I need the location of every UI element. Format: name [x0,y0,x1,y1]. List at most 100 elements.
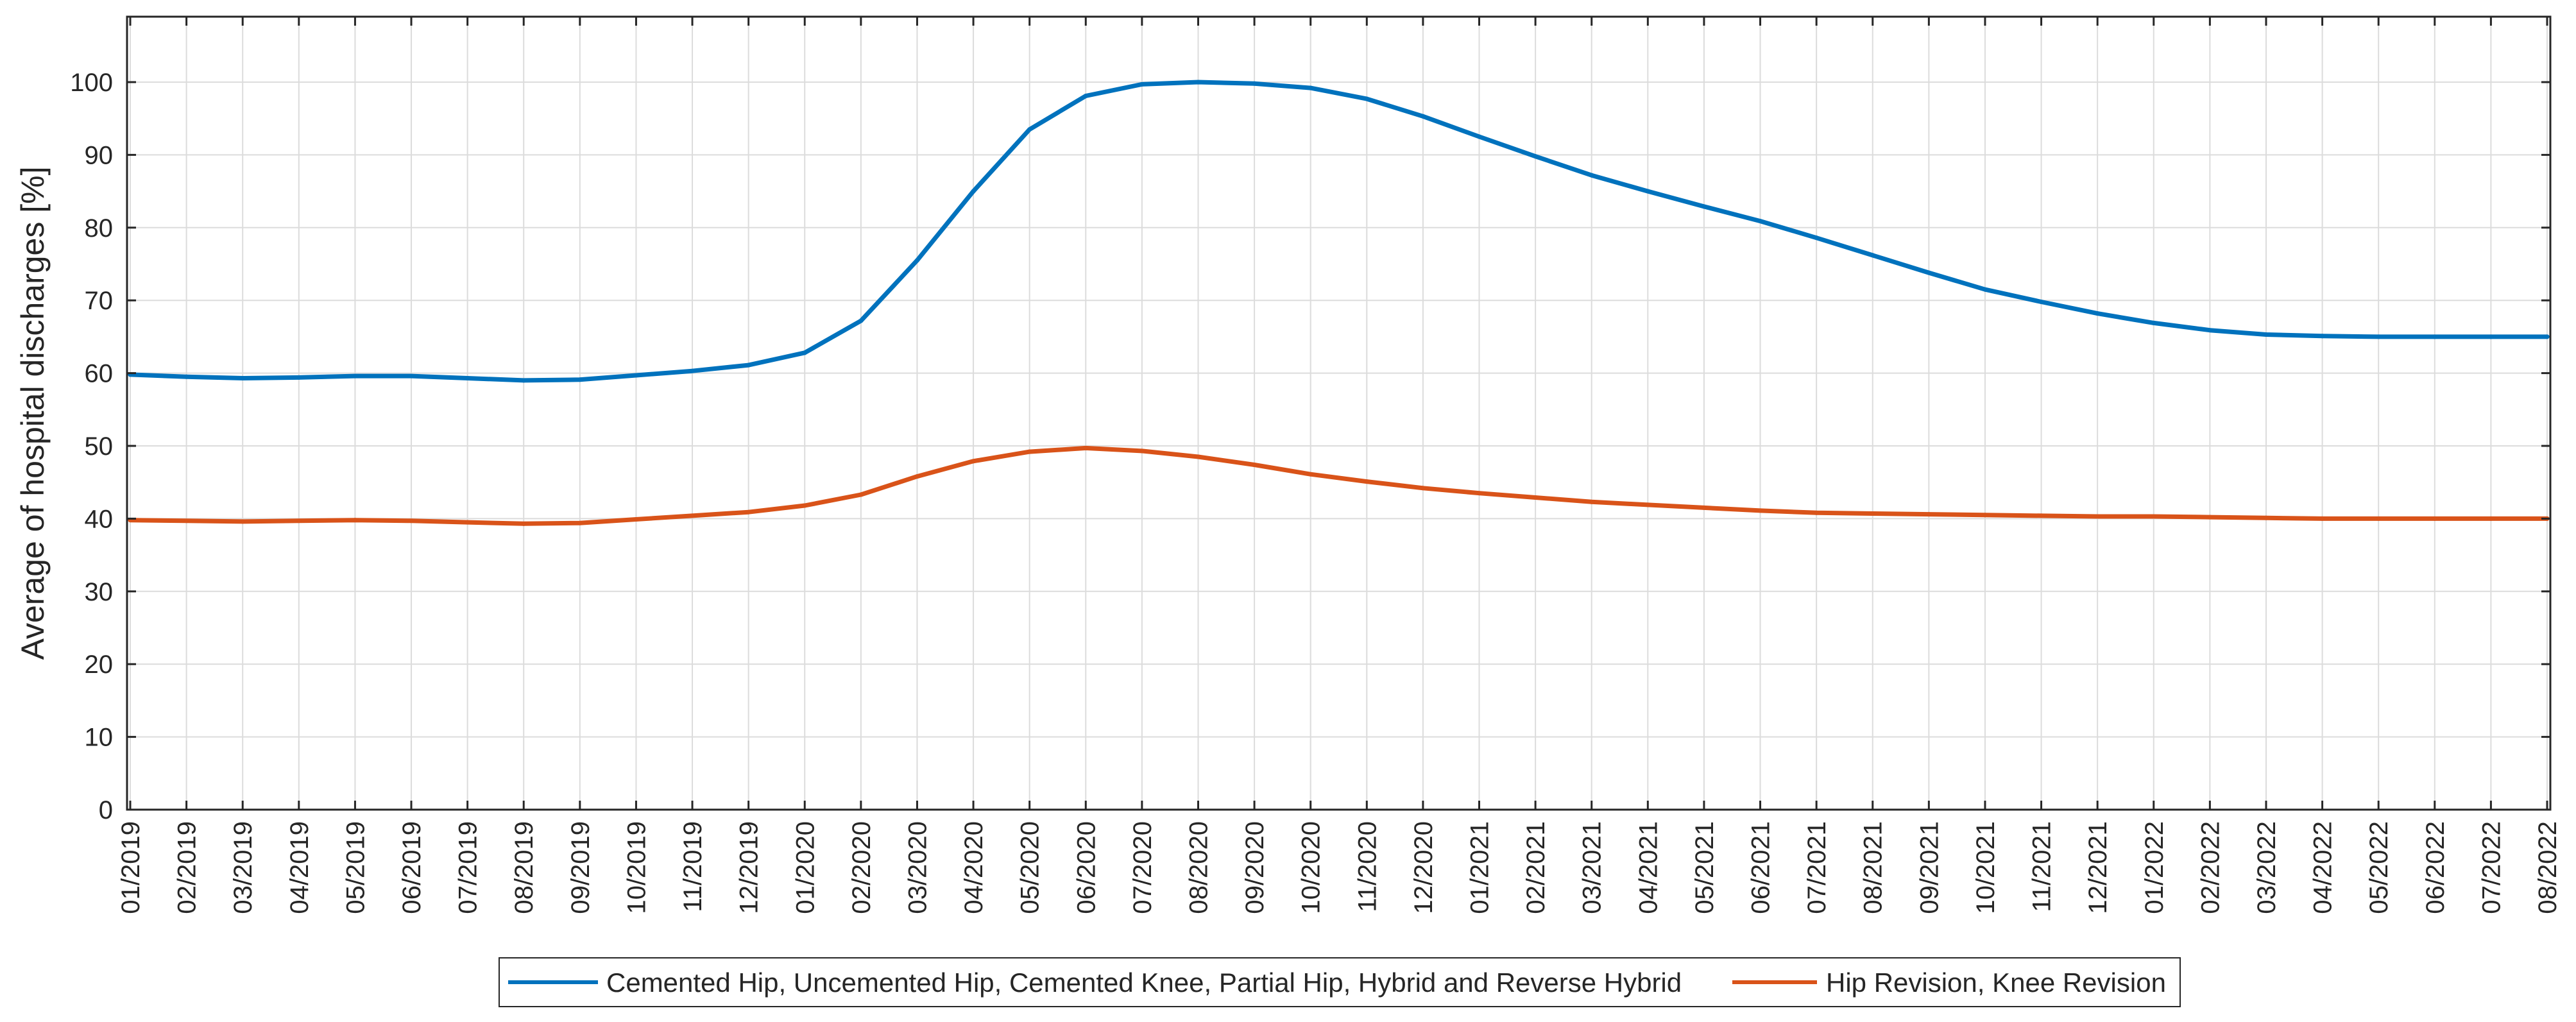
series-2-point [184,518,189,524]
x-tick-label: 06/2020 [1072,821,1100,914]
legend: Cemented Hip, Uncemented Hip, Cemented K… [499,957,2181,1007]
x-tick-label: 01/2020 [791,821,819,914]
x-tick-label: 02/2021 [1522,821,1550,914]
x-tick-label: 11/2020 [1353,821,1381,912]
x-tick-label: 09/2020 [1241,821,1269,914]
series-1-point [746,362,751,368]
series-2-point [240,519,245,524]
series-2-point [1083,445,1088,450]
series-1-point [858,318,864,323]
x-tick-label: 04/2022 [2309,821,2337,914]
series-2-point [1702,505,1707,510]
series-2-point [1027,449,1032,454]
series-1-point [1364,96,1369,101]
series-2-point [1926,512,1931,517]
series-2-point [1308,472,1313,477]
y-tick-label: 0 [99,796,113,824]
x-tick-label: 02/2022 [2196,821,2224,914]
x-tick-label: 01/2021 [1466,821,1494,914]
series-1-point [2320,334,2325,339]
series-1-point [1589,173,1594,178]
x-tick-label: 05/2021 [1691,821,1719,914]
x-tick-label: 09/2019 [567,821,595,914]
axis-ticks [127,17,2550,811]
series-2-point [1195,454,1200,459]
series-2-point [914,474,919,479]
series-1-point [1702,204,1707,209]
series-1-point [296,375,302,380]
series-1-point [1645,189,1650,194]
series-1-point [1139,81,1145,87]
series-2-point [1477,491,1482,496]
x-tick-label: 06/2019 [398,821,426,914]
x-tick-label: 10/2020 [1297,821,1326,914]
x-tick-label: 12/2020 [1410,821,1438,914]
series-1-point [577,377,583,382]
series-1-point [1027,127,1032,132]
x-tick-label: 11/2021 [2028,821,2056,912]
x-tick-label: 11/2019 [679,821,707,912]
x-tick-label: 08/2019 [510,821,538,914]
series-1-point [1083,94,1088,99]
y-tick-labels: 0 10 20 30 40 50 60 70 80 90 100 [70,69,113,824]
x-tick-label: 06/2021 [1747,821,1775,914]
series-1-point [2488,334,2493,339]
series-1-point [1983,287,1988,292]
series-2-point [352,518,357,523]
plot-frame [126,15,2552,811]
x-tick-label: 07/2021 [1803,821,1831,914]
series-1-point [633,373,638,378]
x-tick-label: 03/2020 [903,821,932,914]
x-tick-label: 12/2021 [2084,821,2112,914]
series-1-point [352,373,357,379]
series-2-point [1589,499,1594,504]
x-tick-label: 08/2021 [1859,821,1888,914]
series-1-point [240,376,245,381]
series-1-point [521,378,526,383]
series-2-point [746,509,751,515]
series-1-point [2095,311,2100,316]
series-line-1 [128,80,2550,383]
series-2-point [1870,511,1875,516]
series-2-point [858,492,864,497]
series-2-point [2488,516,2493,521]
x-tick-label: 05/2022 [2365,821,2393,914]
series-1-point [2151,320,2156,325]
y-tick-label: 40 [85,505,114,533]
series-1-point [1758,219,1763,224]
series-2-point [690,513,695,518]
legend-box [499,957,2181,1007]
x-tick-label: 04/2021 [1634,821,1662,914]
series-2-point [2151,514,2156,519]
series-2-point [465,520,470,525]
y-tick-label: 80 [85,214,114,243]
series-1-point [1533,154,1538,159]
x-tick-label: 05/2020 [1016,821,1045,914]
series-2-point [2207,515,2212,520]
series-1-point [465,376,470,381]
x-tick-label: 04/2019 [286,821,314,914]
series-1-point [1195,80,1200,85]
series-1-point [914,258,919,263]
y-tick-label: 100 [70,69,113,97]
x-tick-label: 01/2022 [2140,821,2169,914]
y-tick-label: 20 [85,651,114,679]
series-2-point [2376,516,2381,521]
series-1-point [184,374,189,379]
legend-label-series-2: Hip Revision, Knee Revision [1826,967,2166,998]
y-tick-label: 30 [85,578,114,606]
x-tick-label: 03/2019 [229,821,257,914]
series-1-point [409,373,414,379]
x-tick-label: 09/2021 [1915,821,1943,914]
y-axis-label: Average of hospital discharges [%] [15,167,51,660]
series-2-point [1252,462,1257,467]
x-tick-label: 05/2019 [341,821,370,914]
series-2-point [1983,513,1988,518]
series-1-point [1308,85,1313,90]
series-2-point [296,518,302,524]
series-1-point [1477,134,1482,139]
y-tick-label: 60 [85,360,114,388]
x-tick-label: 12/2019 [735,821,763,914]
